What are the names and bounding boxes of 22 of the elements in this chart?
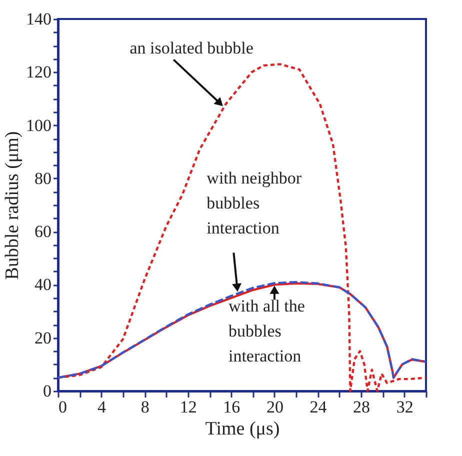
x-axis-title: Time (μs)	[205, 418, 280, 440]
y-tick-label: 20	[34, 328, 52, 348]
y-tick-label: 80	[34, 168, 52, 188]
x-tick-label: 12	[180, 398, 197, 416]
x-tick-label: 20	[266, 398, 284, 416]
y-tick-label: 100	[26, 116, 52, 135]
x-tick-label: 32	[396, 398, 414, 416]
x-tick-label: 0	[58, 398, 67, 416]
x-tick-label: 28	[353, 398, 370, 416]
annotation: with neighbor bubbles interaction	[206, 168, 302, 238]
annotation: an isolated bubble	[130, 38, 254, 58]
y-tick-label: 140	[26, 10, 52, 28]
y-axis-title: Bubble radius (μm)	[2, 131, 23, 280]
y-tick-label: 0	[43, 382, 52, 400]
y-tick-label: 40	[34, 275, 52, 294]
x-tick-label: 16	[223, 398, 240, 416]
x-tick-label: 8	[140, 398, 150, 416]
x-tick-label: 24	[310, 398, 328, 416]
y-tick-label: 60	[34, 222, 52, 242]
annotation: with all the bubbles interaction	[228, 296, 305, 366]
x-tick-label: 4	[98, 398, 107, 416]
y-tick-label: 120	[26, 62, 52, 82]
